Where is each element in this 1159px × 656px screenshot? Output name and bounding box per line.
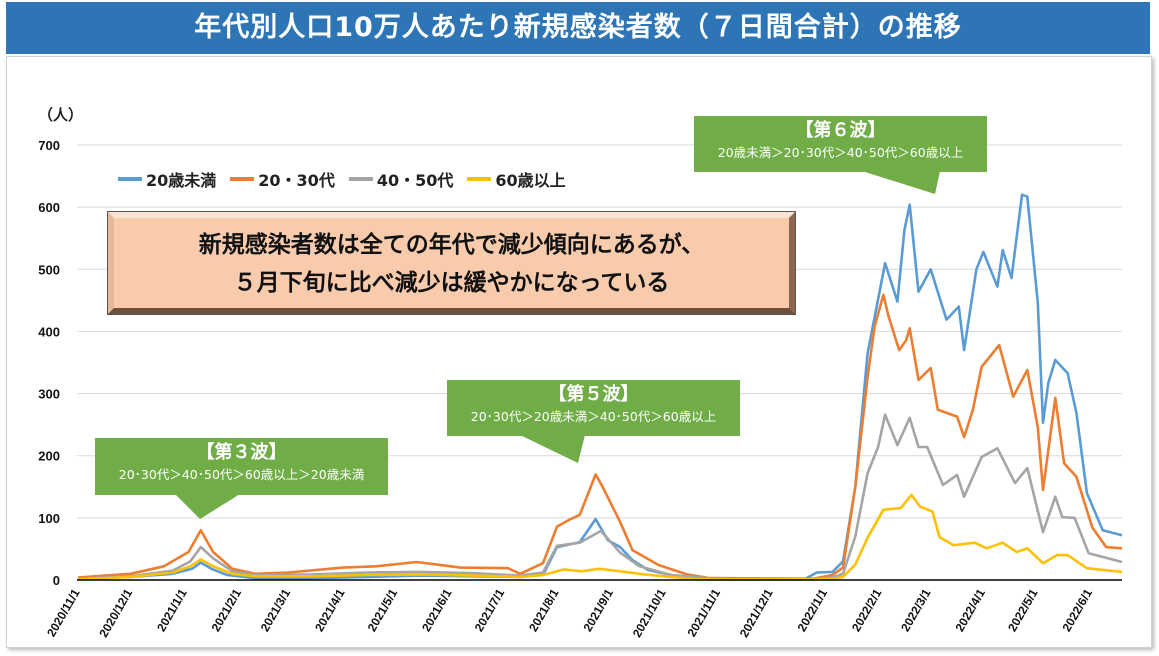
x-tick-label: 2022/4/1 (952, 586, 988, 634)
legend-swatch (348, 177, 373, 181)
legend-label: 40・50代 (376, 171, 454, 190)
callout-wave3: 【第３波】 20･30代＞40･50代＞60歳以上＞20歳未満 (95, 438, 388, 495)
callout-wave5: 【第５波】 20･30代＞20歳未満＞40･50代＞60歳以上 (447, 380, 740, 436)
legend-item-under20: 20歳未満 (118, 167, 216, 191)
callout-order: 20･30代＞20歳未満＞40･50代＞60歳以上 (470, 409, 717, 424)
y-axis-unit: （人） (38, 106, 84, 124)
legend-swatch (118, 177, 142, 181)
y-tick-labels: 0 100 200 300 400 500 600 700 (38, 138, 60, 588)
legend-swatch (230, 177, 255, 181)
legend: 20歳未満 20・30代 40・50代 60歳以上 (118, 167, 566, 191)
callout-heading: 【第３波】 (196, 442, 287, 463)
x-tick-label: 2021/1/1 (154, 586, 190, 634)
legend-label: 20・30代 (258, 171, 335, 190)
x-tick-labels: 2020/11/1 2020/12/1 2021/1/1 2021/2/1 2021/3… (44, 586, 1095, 640)
callout-order: 20歳未満＞20･30代＞40･50代＞60歳以上 (717, 145, 964, 160)
legend-label: 20歳未満 (146, 171, 217, 190)
x-tick-label: 2021/11/1 (685, 586, 724, 639)
callout-pointer-wave3 (175, 494, 240, 519)
y-tick-label: 700 (38, 138, 60, 153)
x-tick-label: 2022/3/1 (898, 586, 934, 634)
callout-pointer-wave5 (520, 435, 585, 463)
summary-line-1: 新規感染者数は全ての年代で減少傾向にあるが、 (198, 232, 705, 258)
callout-pointer-wave6 (862, 171, 940, 194)
x-tick-label: 2021/3/1 (258, 586, 294, 634)
summary-line-2: ５月下旬に比べ減少は緩やかになっている (233, 270, 670, 296)
x-tick-label: 2021/6/1 (419, 586, 455, 634)
y-tick-label: 300 (38, 387, 60, 402)
x-tick-label: 2020/12/1 (96, 586, 135, 640)
x-tick-label: 2021/10/1 (630, 586, 669, 640)
x-tick-label: 2021/12/1 (737, 586, 776, 640)
callout-heading: 【第６波】 (795, 120, 886, 141)
legend-label: 60歳以上 (495, 171, 566, 190)
page-title: 年代別人口10万人あたり新規感染者数（７日間合計）の推移 (6, 2, 1150, 54)
x-tick-label: 2021/2/1 (209, 586, 245, 634)
legend-item-40s50s: 40・50代 (348, 167, 454, 191)
x-tick-label: 2022/6/1 (1060, 586, 1096, 634)
summary-message-box: 新規感染者数は全ての年代で減少傾向にあるが、 ５月下旬に比べ減少は緩やかになって… (107, 211, 796, 315)
x-tick-label: 2022/5/1 (1005, 586, 1041, 634)
legend-swatch (467, 177, 492, 181)
callout-heading: 【第５波】 (548, 384, 639, 405)
callout-wave6: 【第６波】 20歳未満＞20･30代＞40･50代＞60歳以上 (694, 116, 987, 172)
x-tick-label: 2021/7/1 (472, 586, 508, 634)
x-tick-label: 2021/9/1 (581, 586, 617, 634)
y-tick-label: 600 (38, 200, 60, 215)
y-tick-label: 500 (38, 262, 60, 277)
x-tick-label: 2021/5/1 (365, 586, 401, 634)
x-tick-label: 2021/4/1 (312, 586, 348, 634)
y-tick-label: 200 (38, 449, 60, 464)
series-lines (77, 193, 1123, 581)
y-tick-label: 400 (38, 324, 60, 339)
legend-item-20s30s: 20・30代 (230, 167, 335, 191)
x-tick-label: 2021/8/1 (526, 586, 562, 634)
chart-frame (6, 56, 1152, 648)
x-tick-label: 2022/2/1 (849, 586, 885, 634)
callout-order: 20･30代＞40･50代＞60歳以上＞20歳未満 (118, 467, 365, 482)
series-line-3 (77, 493, 1123, 581)
x-tick-label: 2022/1/1 (795, 586, 831, 634)
legend-item-60plus: 60歳以上 (467, 167, 566, 191)
series-line-1 (77, 293, 1123, 581)
x-tick-label: 2020/11/1 (44, 586, 83, 639)
y-tick-label: 0 (53, 573, 60, 588)
y-tick-label: 100 (38, 511, 60, 526)
